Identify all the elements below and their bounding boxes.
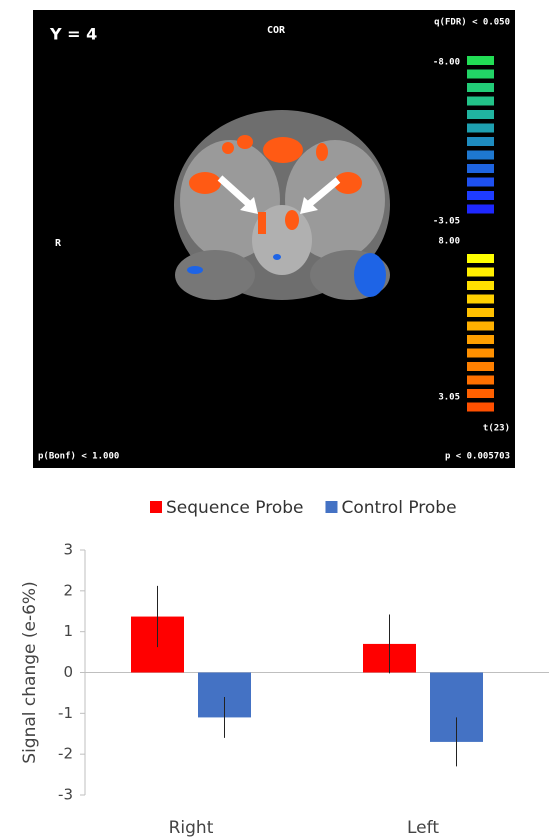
colorbar-swatch [467, 254, 494, 263]
colorbar-swatch [467, 308, 494, 317]
colorbar-swatch [467, 348, 494, 358]
colorbar-swatch [467, 177, 494, 187]
colorbar-swatch [467, 389, 494, 398]
colorbar-swatch [467, 402, 494, 412]
view-label: COR [267, 25, 286, 36]
stat-label: t(23) [483, 424, 510, 434]
colorbar-swatch [467, 191, 494, 200]
slice-label: Y = 4 [49, 25, 97, 44]
y-tick-label: 2 [63, 581, 73, 599]
colorbar-swatch [467, 110, 494, 119]
legend-swatch [325, 501, 338, 513]
y-tick-label: -3 [58, 786, 73, 804]
x-tick-label: Left [407, 818, 439, 838]
colorbar-swatch [467, 83, 494, 92]
colorbar [467, 56, 494, 412]
colorbar-swatch [467, 294, 494, 304]
y-tick-label: 1 [63, 622, 73, 640]
colorbar-swatch [467, 362, 494, 371]
legend-label: Control Probe [341, 498, 456, 518]
colorbar-swatch [467, 335, 494, 344]
chart: Sequence Probe Control Probe -3 -2 -1 0 1 2 3 Sig… [20, 498, 549, 838]
colorbar-swatch [467, 164, 494, 173]
y-tick-label: -2 [58, 745, 73, 763]
x-tick-label: Right [169, 818, 214, 838]
p-label: p < 0.005703 [445, 452, 510, 462]
colorbar-swatch [467, 137, 494, 146]
colorbar-label: 8.00 [438, 237, 460, 247]
colorbar-swatch [467, 321, 494, 331]
y-tick-label: 0 [63, 663, 73, 681]
colorbar-swatch [467, 56, 494, 65]
bonf-label: p(Bonf) < 1.000 [38, 452, 119, 462]
colorbar-label: 3.05 [438, 393, 460, 403]
y-tick-label: 3 [63, 541, 73, 559]
colorbar-swatch [467, 281, 494, 290]
colorbar-swatch [467, 375, 494, 385]
y-axis-label: Signal change (e-6%) [20, 581, 40, 763]
side-label: R [55, 238, 62, 249]
y-tick-label: -1 [58, 704, 73, 722]
colorbar-label: -8.00 [433, 58, 460, 68]
colorbar-swatch [467, 96, 494, 106]
legend-swatch [150, 501, 162, 513]
colorbar-swatch [467, 267, 494, 277]
colorbar-swatch [467, 123, 494, 133]
brain-figure: Y = 4 COR R q(FDR) < 0.050 -8.00 -3.05 8… [33, 10, 515, 468]
brain-slice [174, 110, 390, 300]
colorbar-swatch [467, 204, 494, 214]
colorbar-label: -3.05 [433, 217, 460, 227]
legend-label: Sequence Probe [166, 498, 303, 518]
colorbar-swatch [467, 69, 494, 79]
fdr-label: q(FDR) < 0.050 [434, 18, 510, 28]
colorbar-swatch [467, 150, 494, 160]
